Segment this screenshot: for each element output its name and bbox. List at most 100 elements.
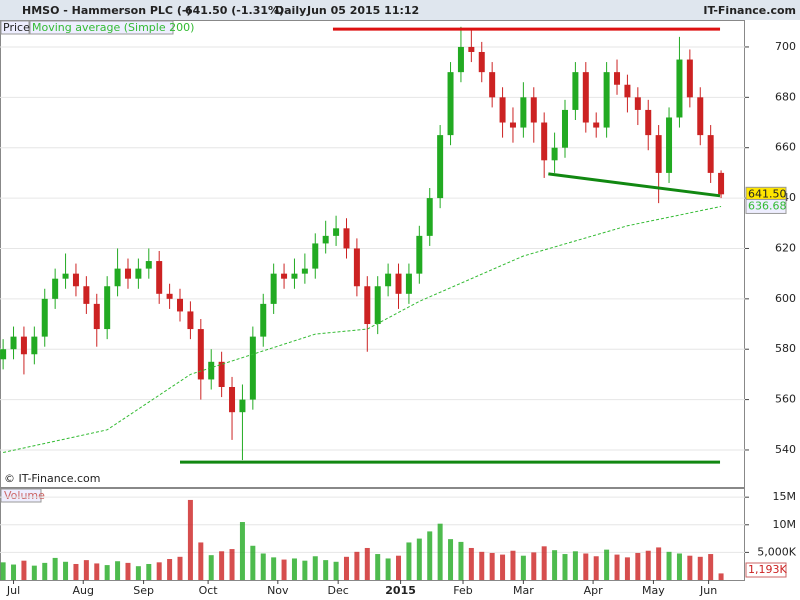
candle-body bbox=[718, 172, 725, 195]
candle-body bbox=[333, 228, 340, 236]
volume-bar bbox=[541, 546, 547, 580]
y-tick-label: 5,000K bbox=[757, 545, 796, 558]
last-price: 641.50 bbox=[748, 187, 787, 200]
x-tick-label: Nov bbox=[267, 584, 289, 597]
volume-bar bbox=[125, 562, 131, 580]
candle-body bbox=[551, 147, 558, 161]
candle-body bbox=[666, 117, 673, 173]
candle-body bbox=[561, 109, 568, 148]
x-tick-label: Jun bbox=[699, 584, 717, 597]
candle-body bbox=[124, 268, 131, 279]
x-tick-label: Oct bbox=[199, 584, 219, 597]
candle-body bbox=[582, 72, 589, 123]
volume-frame bbox=[0, 488, 745, 581]
volume-bar bbox=[239, 522, 245, 580]
period: Daily bbox=[275, 4, 306, 17]
volume-bar bbox=[593, 556, 599, 580]
candle-body bbox=[312, 243, 319, 269]
volume-bar bbox=[458, 541, 464, 580]
volume-bar bbox=[531, 552, 537, 580]
candle-body bbox=[603, 72, 610, 128]
volume-bar bbox=[83, 560, 89, 580]
candle-body bbox=[270, 273, 277, 304]
symbol: HMSO - Hammerson PLC (-) bbox=[22, 4, 191, 17]
volume-bar bbox=[385, 558, 391, 580]
volume-bar bbox=[676, 553, 682, 580]
candle-body bbox=[145, 261, 152, 269]
volume-bar bbox=[271, 557, 277, 580]
moving-average bbox=[3, 205, 722, 453]
volume-bar bbox=[552, 550, 558, 580]
volume-bar bbox=[468, 547, 474, 580]
candle-body bbox=[593, 122, 600, 128]
candle-body bbox=[93, 303, 100, 330]
volume-bar bbox=[115, 561, 121, 580]
candle-body bbox=[104, 286, 111, 330]
candle-body bbox=[197, 329, 204, 380]
candle-body bbox=[135, 268, 142, 279]
volume-bar bbox=[520, 555, 526, 580]
volume-bar bbox=[167, 559, 173, 580]
volume-bar bbox=[510, 550, 516, 580]
candle-body bbox=[166, 293, 173, 299]
legend-box bbox=[29, 20, 174, 35]
legend-box bbox=[0, 20, 30, 35]
volume-bar bbox=[312, 556, 318, 580]
volume-bar bbox=[219, 551, 225, 580]
candle-body bbox=[208, 361, 215, 380]
volume-bar bbox=[375, 554, 381, 580]
volume-bar bbox=[437, 523, 443, 580]
volume-bar bbox=[208, 555, 214, 580]
y-tick-label: 540 bbox=[775, 443, 796, 456]
candle-body bbox=[520, 97, 527, 128]
ma-tag bbox=[745, 198, 787, 214]
volume-bar bbox=[624, 557, 630, 580]
volume-bar bbox=[562, 554, 568, 580]
quote: 641.50 (-1.31%) bbox=[185, 4, 284, 17]
volume-bar bbox=[198, 542, 204, 580]
price-frame bbox=[0, 20, 745, 488]
trend-line bbox=[548, 172, 721, 198]
candle-body bbox=[281, 273, 288, 279]
datetime: Jun 05 2015 11:12 bbox=[306, 4, 419, 17]
candle-body bbox=[31, 336, 38, 355]
candle-body bbox=[322, 235, 329, 244]
candle-body bbox=[0, 349, 7, 360]
candle-body bbox=[437, 135, 444, 199]
candle-body bbox=[624, 84, 631, 98]
volume-bar bbox=[479, 551, 485, 580]
candle-body bbox=[499, 97, 506, 123]
x-tick-label: May bbox=[642, 584, 665, 597]
candle-body bbox=[457, 46, 464, 73]
volume-bar bbox=[697, 556, 703, 580]
volume-title: Volume bbox=[4, 489, 45, 502]
y-tick-label: 660 bbox=[775, 141, 796, 154]
last-volume: 1,193K bbox=[748, 563, 787, 576]
candle-body bbox=[41, 298, 48, 337]
candle-body bbox=[530, 97, 537, 123]
volume-bar bbox=[135, 566, 141, 580]
volume-bar bbox=[572, 551, 578, 580]
volume-bar bbox=[489, 552, 495, 580]
y-tick-label: 560 bbox=[775, 393, 796, 406]
x-tick-label: Jul bbox=[6, 584, 20, 597]
candle-body bbox=[468, 46, 475, 52]
x-tick-label: Dec bbox=[328, 584, 349, 597]
y-tick-label: 700 bbox=[775, 40, 796, 53]
watermark: © IT-Finance.com bbox=[4, 472, 101, 485]
volume-bar bbox=[614, 554, 620, 580]
candle-body bbox=[572, 72, 579, 110]
candle-body bbox=[10, 336, 17, 350]
candle-body bbox=[218, 361, 225, 388]
volume-bar bbox=[448, 539, 454, 580]
candle-body bbox=[177, 298, 184, 312]
volume-bar bbox=[21, 560, 27, 580]
candle-body bbox=[301, 268, 308, 274]
volume-bar bbox=[42, 562, 48, 580]
candle-body bbox=[249, 336, 256, 400]
candle-body bbox=[353, 248, 360, 287]
volume-bar bbox=[11, 564, 17, 580]
volume-bar bbox=[583, 553, 589, 580]
volume-bar bbox=[260, 553, 266, 580]
volume-bar bbox=[500, 554, 506, 580]
